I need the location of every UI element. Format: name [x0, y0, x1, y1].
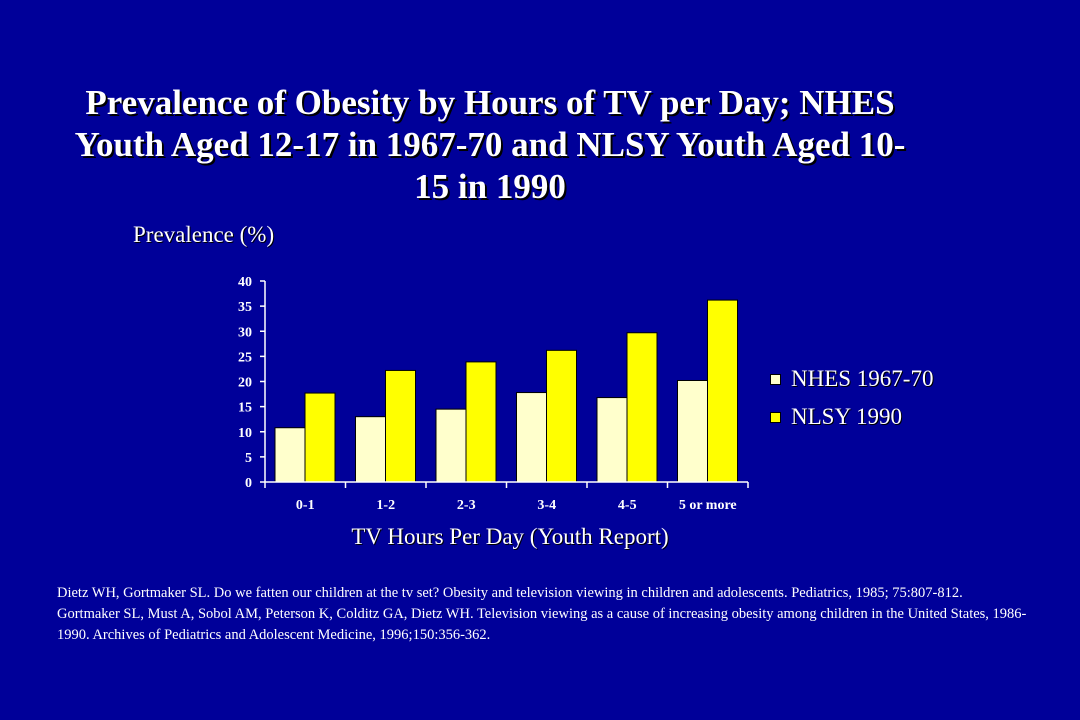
x-tick-label-1: 1-2: [376, 498, 395, 513]
y-tick-label-8: 40: [238, 275, 252, 290]
legend-swatch-nlsy: [770, 411, 781, 423]
x-tick-label-0: 0-1: [296, 498, 315, 513]
x-tick-label-5: 5 or more: [679, 498, 737, 513]
x-tick-label-3: 3-4: [537, 498, 556, 513]
bar-0-4: [596, 397, 628, 483]
y-axis-title: Prevalence (%): [133, 222, 275, 247]
y-tick-label-0: 0: [245, 476, 252, 491]
bar-1-2: [465, 361, 497, 483]
legend-item-nhes: NHES 1967-70: [770, 360, 933, 398]
bar-1-4: [626, 332, 658, 483]
y-tick-label-6: 30: [238, 325, 252, 340]
bar-1-5: [707, 299, 738, 483]
legend-label-nlsy: NLSY 1990: [791, 404, 902, 429]
x-tick-label-2: 2-3: [457, 498, 476, 513]
reference-2: Gortmaker SL, Must A, Sobol AM, Peterson…: [57, 606, 1027, 643]
legend-swatch-nhes: [770, 373, 781, 385]
slide-title: Prevalence of Obesity by Hours of TV per…: [74, 83, 906, 206]
y-tick-label-7: 35: [238, 300, 252, 315]
bar-1-3: [546, 349, 577, 483]
y-tick-label-5: 25: [238, 350, 252, 365]
bar-0-2: [435, 408, 467, 483]
y-tick-label-3: 15: [238, 401, 252, 416]
bar-0-0: [274, 427, 306, 483]
legend-item-nlsy: NLSY 1990: [770, 398, 933, 436]
y-tick-label-1: 5: [245, 451, 252, 466]
bar-0-5: [677, 379, 708, 483]
x-tick-label-4: 4-5: [618, 498, 637, 513]
y-tick-label-2: 10: [238, 426, 252, 441]
bar-1-0: [304, 392, 336, 483]
bar-0-1: [355, 416, 386, 483]
legend-label-nhes: NHES 1967-70: [791, 366, 934, 391]
reference-1: Dietz WH, Gortmaker SL. Do we fatten our…: [57, 585, 963, 601]
references: Dietz WH, Gortmaker SL. Do we fatten our…: [57, 583, 1057, 646]
y-tick-label-4: 20: [238, 376, 252, 391]
x-axis-title: TV Hours Per Day (Youth Report): [351, 524, 669, 549]
bar-0-3: [516, 392, 547, 483]
bar-1-1: [385, 369, 416, 483]
chart-legend: NHES 1967-70 NLSY 1990: [770, 360, 933, 436]
